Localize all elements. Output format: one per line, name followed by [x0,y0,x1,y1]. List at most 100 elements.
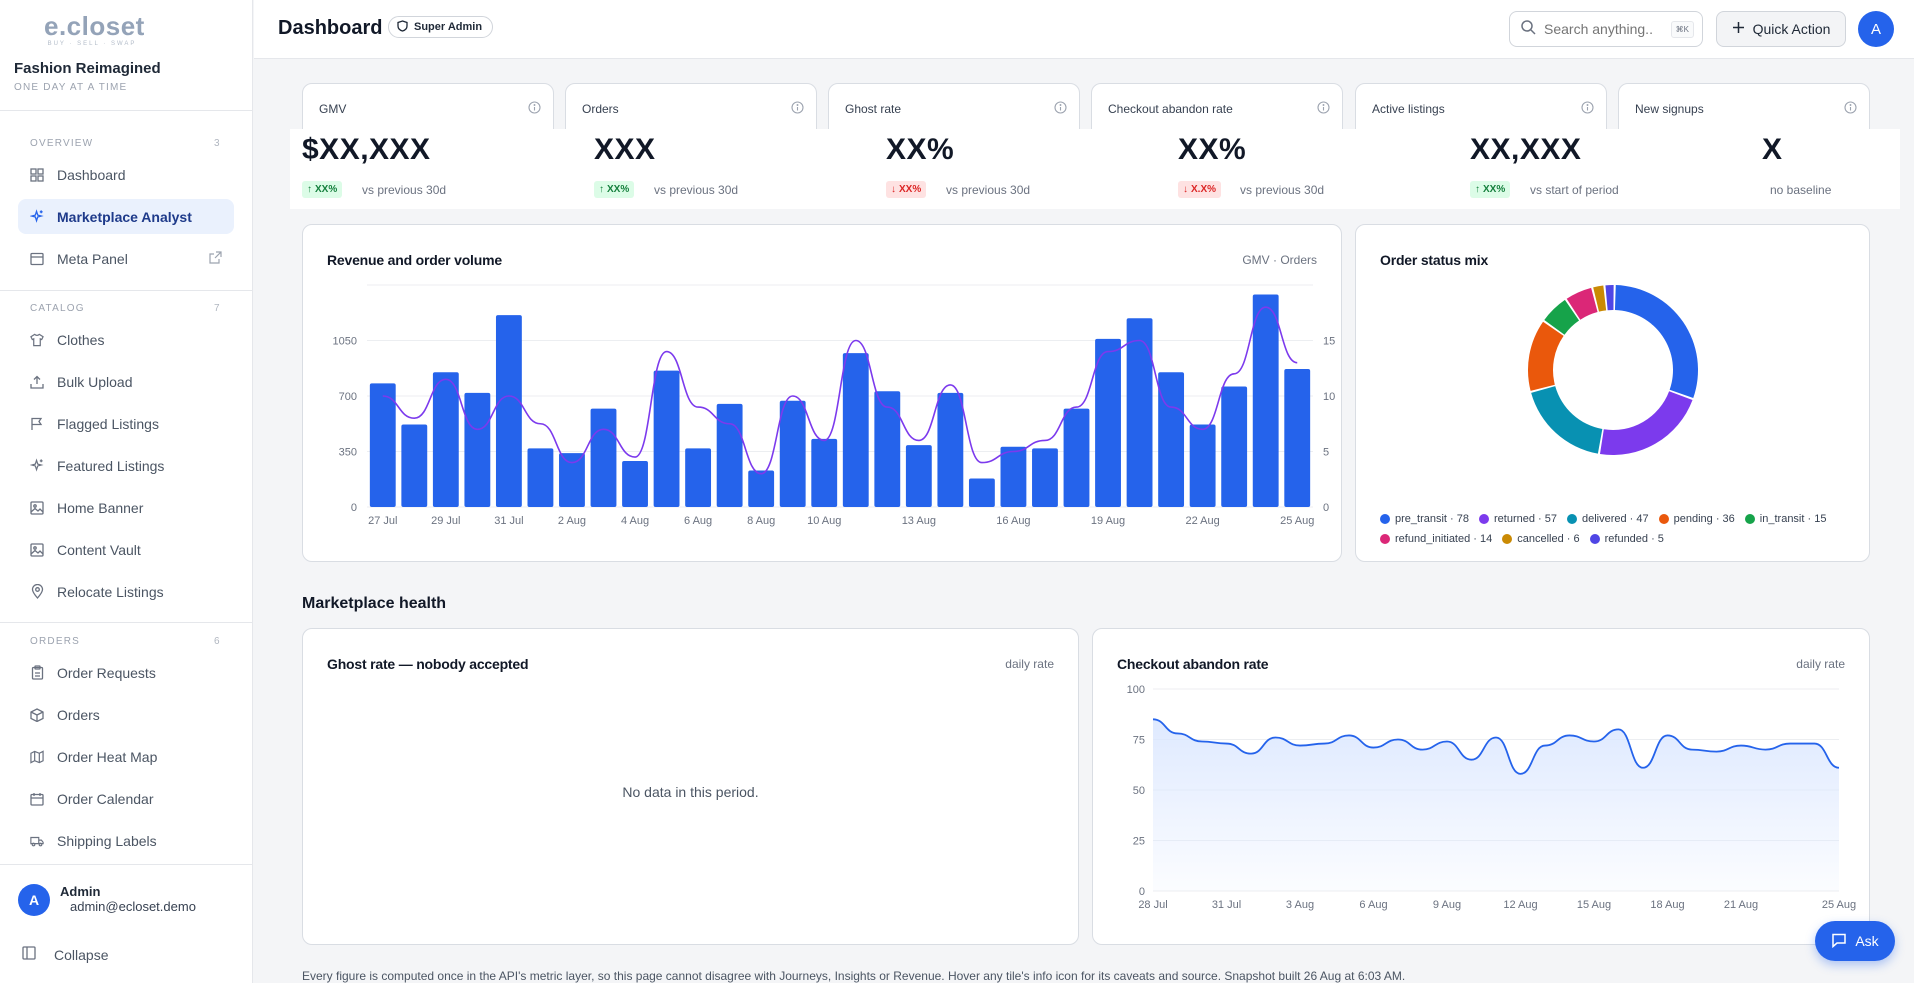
sidebar-item-home-banner[interactable]: Home Banner [18,490,234,525]
donut-slice-cancelled [1593,285,1607,312]
gmv-bar [1126,318,1153,507]
order-status-card: Order status mix pre_transit · 78 returne… [1355,224,1870,562]
info-icon[interactable] [1844,101,1857,119]
gmv-bar [1284,369,1311,507]
gmv-bar [653,370,680,507]
gmv-bar [842,353,869,507]
search-shortcut: ⌘K [1670,21,1694,38]
grid-icon [30,167,44,182]
kpi-label: New signups [1635,102,1704,116]
x-tick: 8 Aug [747,515,775,527]
legend-dot [1478,514,1489,524]
sidebar-divider [0,864,253,865]
kpi-label: GMV [319,102,347,116]
checkout-abandon-chart: 0 25 50 75 100 28 Jul 31 Jul 3 Aug 6 Aug 9 Aug 12 … [1127,684,1856,911]
legend-item[interactable]: refunded · 5 [1589,533,1664,545]
section-label-overview: OVERVIEW [30,138,94,149]
legend-item[interactable]: in_transit · 15 [1744,513,1826,525]
collapse-button[interactable]: Collapse [22,946,108,963]
gmv-bar [622,461,648,507]
gmv-bar [464,392,491,507]
info-icon[interactable] [1581,101,1594,119]
donut-slice-refunded [1605,285,1614,311]
info-icon[interactable] [791,101,804,119]
x-tick: 29 Jul [431,515,460,527]
order-status-legend: pre_transit · 78 returned · 57 delivered ·… [1380,513,1860,553]
revenue-card-title: Revenue and order volume [327,252,502,268]
ask-button[interactable]: Ask [1815,921,1895,961]
footer-note: Every figure is computed once in the API… [302,969,1406,983]
kpi-comparison: vs previous 30d [1240,183,1325,197]
sidebar-item-flagged-listings[interactable]: Flagged Listings [18,406,234,441]
sidebar-item-content-vault[interactable]: Content Vault [18,532,234,567]
user-avatar[interactable]: A [18,884,50,916]
revenue-card-meta: GMV · Orders [1242,253,1317,267]
header-avatar[interactable]: A [1858,11,1894,47]
section-count-overview: 3 [214,138,220,149]
legend-label: delivered · 47 [1581,513,1649,525]
search-box[interactable]: ⌘K [1509,11,1703,47]
sidebar-item-label: Shipping Labels [57,832,157,849]
sidebar-item-label: Orders [57,706,100,723]
kpi-delta-gmv: ↑ XX% [302,181,343,198]
sidebar-item-featured-listings[interactable]: Featured Listings [18,448,234,483]
x-tick: 15 Aug [1577,899,1611,911]
sidebar-item-shipping-labels[interactable]: Shipping Labels [18,823,234,858]
legend-item[interactable]: pending · 36 [1658,513,1735,525]
x-tick: 25 Aug [1280,515,1314,527]
y-tick-right: 0 [1323,502,1329,514]
brand-logo[interactable]: e.closet BUY · SELL · SWAP [44,12,144,48]
y-tick: 50 [1133,785,1145,797]
section-count-orders: 6 [214,636,220,647]
gmv-bar [1063,408,1090,507]
ghost-rate-card-title: Ghost rate — nobody accepted [327,656,529,672]
section-count-catalog: 7 [214,303,220,314]
gmv-bar [590,408,617,507]
kpi-delta-value: XX% [607,184,630,195]
sidebar-item-orders[interactable]: Orders [18,697,234,732]
kpi-comparison: vs start of period [1530,183,1619,197]
sidebar-item-dashboard[interactable]: Dashboard [18,157,234,192]
gmv-bar [401,424,428,507]
revenue-card: Revenue and order volume GMV · Orders 0 3… [302,224,1342,562]
upload-icon [30,375,44,389]
sidebar-item-label: Home Banner [57,499,144,516]
search-input[interactable] [1544,21,1654,37]
order-status-card-title: Order status mix [1380,252,1489,268]
legend-item[interactable]: delivered · 47 [1566,513,1649,525]
sidebar-item-order-calendar[interactable]: Order Calendar [18,781,234,816]
legend-dot [1566,514,1577,524]
legend-item[interactable]: cancelled · 6 [1502,533,1580,545]
legend-item[interactable]: refund_initiated · 14 [1380,533,1492,545]
sidebar-item-order-heat-map[interactable]: Order Heat Map [18,739,234,774]
legend-item[interactable]: returned · 57 [1478,513,1557,525]
gmv-bar [874,391,901,507]
sidebar-item-order-requests[interactable]: Order Requests [18,655,234,690]
sidebar-item-relocate-listings[interactable]: Relocate Listings [18,574,234,609]
gmv-bar [716,403,743,507]
shirt-icon [30,333,44,347]
sidebar-item-bulk-upload[interactable]: Bulk Upload [18,364,234,399]
gmv-bar [968,478,995,507]
sidebar-item-marketplace-analyst[interactable]: Marketplace Analyst [18,199,234,234]
y-tick-left: 350 [339,447,357,459]
sidebar-item-label: Bulk Upload [57,373,133,390]
panel-icon [30,252,44,266]
info-icon[interactable] [1317,101,1330,119]
x-tick: 10 Aug [807,515,841,527]
x-tick: 2 Aug [558,515,586,527]
donut-slice-in-transit [1544,299,1580,335]
quick-action-button[interactable]: Quick Action [1716,11,1846,47]
gmv-bar [369,383,396,507]
sidebar-divider [0,622,253,623]
sidebar-item-meta-panel[interactable]: Meta Panel [18,241,234,276]
sidebar-item-label: Relocate Listings [57,583,164,600]
gmv-bar [1252,294,1279,507]
legend-label: pending · 36 [1673,513,1735,525]
sidebar-item-clothes[interactable]: Clothes [18,322,234,357]
sidebar-divider [0,290,253,291]
info-icon[interactable] [1054,101,1067,119]
legend-item[interactable]: pre_transit · 78 [1380,513,1469,525]
kpi-delta-value: XX% [315,184,338,195]
info-icon[interactable] [528,101,541,119]
